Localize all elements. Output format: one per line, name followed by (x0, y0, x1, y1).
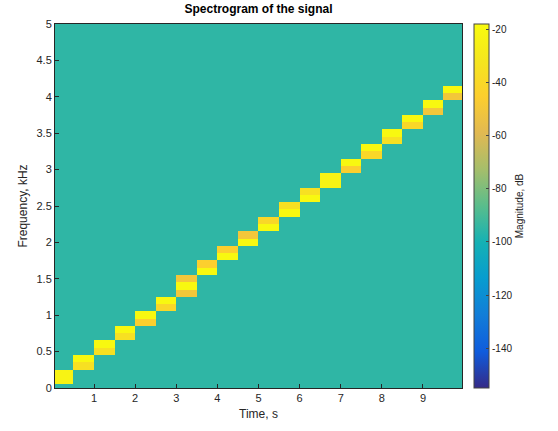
svg-text:1: 1 (46, 309, 52, 321)
svg-text:6: 6 (297, 392, 303, 404)
svg-text:Spectrogram of the signal: Spectrogram of the signal (184, 2, 332, 16)
svg-text:4: 4 (214, 392, 220, 404)
svg-text:-100: -100 (492, 236, 512, 247)
svg-text:0: 0 (46, 382, 52, 394)
svg-text:0.5: 0.5 (37, 345, 52, 357)
svg-text:3.5: 3.5 (37, 127, 52, 139)
svg-text:2: 2 (46, 236, 52, 248)
svg-text:-80: -80 (492, 183, 507, 194)
svg-text:-120: -120 (492, 290, 512, 301)
svg-text:Magnitude, dB: Magnitude, dB (514, 173, 525, 238)
svg-text:2.5: 2.5 (37, 200, 52, 212)
svg-text:7: 7 (338, 392, 344, 404)
svg-text:9: 9 (420, 392, 426, 404)
svg-text:1: 1 (91, 392, 97, 404)
svg-text:-60: -60 (492, 130, 507, 141)
svg-text:3: 3 (46, 163, 52, 175)
svg-text:Time, s: Time, s (239, 407, 278, 421)
svg-text:2: 2 (132, 392, 138, 404)
svg-text:-20: -20 (492, 24, 507, 35)
svg-text:1.5: 1.5 (37, 273, 52, 285)
svg-text:4.5: 4.5 (37, 54, 52, 66)
svg-text:4: 4 (46, 91, 52, 103)
svg-text:5: 5 (46, 18, 52, 30)
svg-text:-140: -140 (492, 343, 512, 354)
svg-text:5: 5 (255, 392, 261, 404)
svg-text:Frequency, kHz: Frequency, kHz (16, 164, 30, 247)
svg-text:8: 8 (379, 392, 385, 404)
svg-text:3: 3 (173, 392, 179, 404)
svg-text:-40: -40 (492, 77, 507, 88)
